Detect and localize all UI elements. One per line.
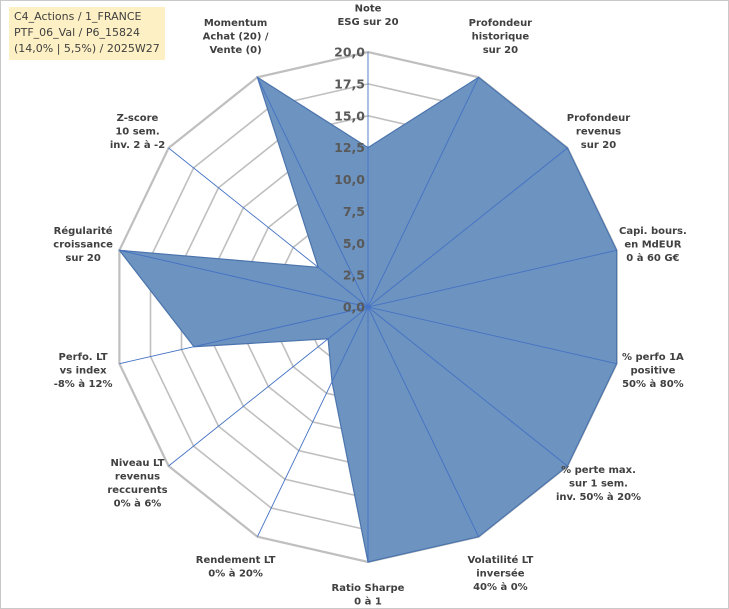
tick-label: 5,0	[343, 236, 365, 251]
tick-label: 2,5	[343, 268, 365, 283]
axis-label: Volatilité LT inversée 40% à 0%	[467, 554, 533, 593]
axis-label-line: 10 sem.	[115, 127, 159, 138]
axis-spoke	[367, 306, 568, 467]
axis-label: Note ESG sur 20	[337, 4, 398, 29]
radar-axes	[119, 52, 617, 562]
axis-label-line: inversée	[476, 568, 525, 580]
axis-label-line: Profondeur	[567, 113, 631, 124]
axis-label: Ratio Sharpe 0 à 1	[332, 583, 405, 608]
tick-label: 12,5	[334, 140, 365, 155]
axis-spoke	[119, 249, 369, 308]
axis-label-line: sur 20	[483, 45, 518, 56]
axis-label-line: Volatilité LT	[467, 554, 533, 566]
info-line-3: (14,0% | 5,5%) / 2025W27	[14, 42, 160, 55]
tick-label: 0,0	[343, 300, 365, 315]
axis-label-line: en MdEUR	[624, 240, 681, 251]
axis-label-line: Régularité	[54, 225, 113, 237]
axis-label-line: 50% à 80%	[622, 378, 684, 390]
axis-label-line: inv. 2 à -2	[110, 139, 165, 151]
axis-label-line: Rendement LT	[196, 555, 276, 566]
axis-label: Capi. bours. en MdEUR 0 à 60 G€	[619, 226, 687, 264]
axis-label-line: -8% à 12%	[54, 378, 113, 390]
tick-label: 10,0	[334, 172, 365, 187]
axis-label-line: positive	[630, 365, 675, 376]
tick-label: 15,0	[334, 108, 365, 123]
portfolio-info-box: C4_Actions / 1_FRANCE PTF_06_Val / P6_15…	[9, 7, 165, 60]
axis-label-line: Note	[355, 4, 382, 15]
tick-label: 17,5	[334, 76, 365, 91]
axis-label-line: revenus	[576, 127, 621, 138]
axis-label-line: 0 à 1	[354, 596, 382, 608]
axis-spoke	[256, 77, 369, 308]
info-line-1: C4_Actions / 1_FRANCE	[14, 10, 142, 23]
axis-label-line: Z-score	[117, 113, 159, 124]
axis-label-line: sur 20	[581, 140, 616, 151]
axis-label-line: sur 1 sem.	[569, 478, 628, 489]
axis-spoke	[367, 306, 480, 537]
axis-label: Z-score 10 sem. inv. 2 à -2	[110, 113, 165, 151]
radar-tick-labels: 0,0 2,5 5,0 7,5 10,0 12,5 15,0 17,5 20,0	[334, 45, 365, 315]
axis-spoke	[256, 306, 369, 537]
axis-label-line: Perfo. LT	[59, 352, 108, 363]
axis-label: Niveau LT revenus reccurents 0% à 6%	[107, 458, 167, 510]
axis-label-line: Vente (0)	[209, 45, 261, 56]
axis-label-line: revenus	[115, 472, 160, 483]
axis-label-line: reccurents	[107, 485, 167, 496]
axis-label: Régularité croissance sur 20	[53, 225, 113, 264]
axis-spoke	[367, 306, 617, 365]
axis-label-line: sur 20	[65, 253, 100, 264]
axis-label: % perte max. sur 1 sem. inv. 50% à 20%	[556, 465, 641, 503]
axis-label-line: Achat (20) /	[203, 31, 269, 42]
axis-label-line: 0 à 60 G€	[626, 252, 679, 264]
axis-label-line: Ratio Sharpe	[332, 583, 405, 594]
radar-axis-labels: Note ESG sur 20 Profondeur historique sur 20…	[53, 4, 687, 608]
axis-label: Momentum Achat (20) / Vente (0)	[203, 18, 269, 56]
axis-spoke	[367, 147, 568, 308]
axis-label-line: Niveau LT	[111, 458, 165, 469]
axis-spoke	[367, 77, 480, 308]
axis-label-line: ESG sur 20	[337, 17, 398, 28]
axis-label: Rendement LT 0% à 20%	[196, 555, 276, 580]
axis-label-line: vs index	[60, 365, 107, 376]
axis-label-line: % perfo 1A	[622, 352, 684, 363]
axis-spoke	[119, 306, 369, 365]
axis-label: Perfo. LT vs index -8% à 12%	[54, 352, 113, 390]
axis-label-line: 0% à 20%	[208, 568, 263, 580]
axis-label-line: % perte max.	[561, 465, 636, 476]
tick-label: 20,0	[334, 45, 365, 60]
axis-label-line: 40% à 0%	[473, 581, 528, 593]
axis-label-line: Profondeur	[469, 18, 533, 29]
axis-spoke	[168, 306, 369, 467]
axis-label-line: historique	[472, 31, 530, 42]
axis-spoke	[168, 147, 369, 308]
axis-label-line: Capi. bours.	[619, 226, 687, 237]
axis-label-line: inv. 50% à 20%	[556, 491, 641, 503]
info-line-2: PTF_06_Val / P6_15824	[14, 26, 140, 39]
axis-label-line: croissance	[53, 240, 113, 251]
axis-label-line: Momentum	[204, 18, 267, 29]
axis-label: Profondeur historique sur 20	[469, 18, 533, 56]
axis-label-line: 0% à 6%	[114, 498, 162, 510]
axis-label: Profondeur revenus sur 20	[567, 113, 631, 151]
axis-spoke	[367, 249, 617, 308]
axis-label: % perfo 1A positive 50% à 80%	[622, 352, 684, 390]
tick-label: 7,5	[343, 204, 365, 219]
